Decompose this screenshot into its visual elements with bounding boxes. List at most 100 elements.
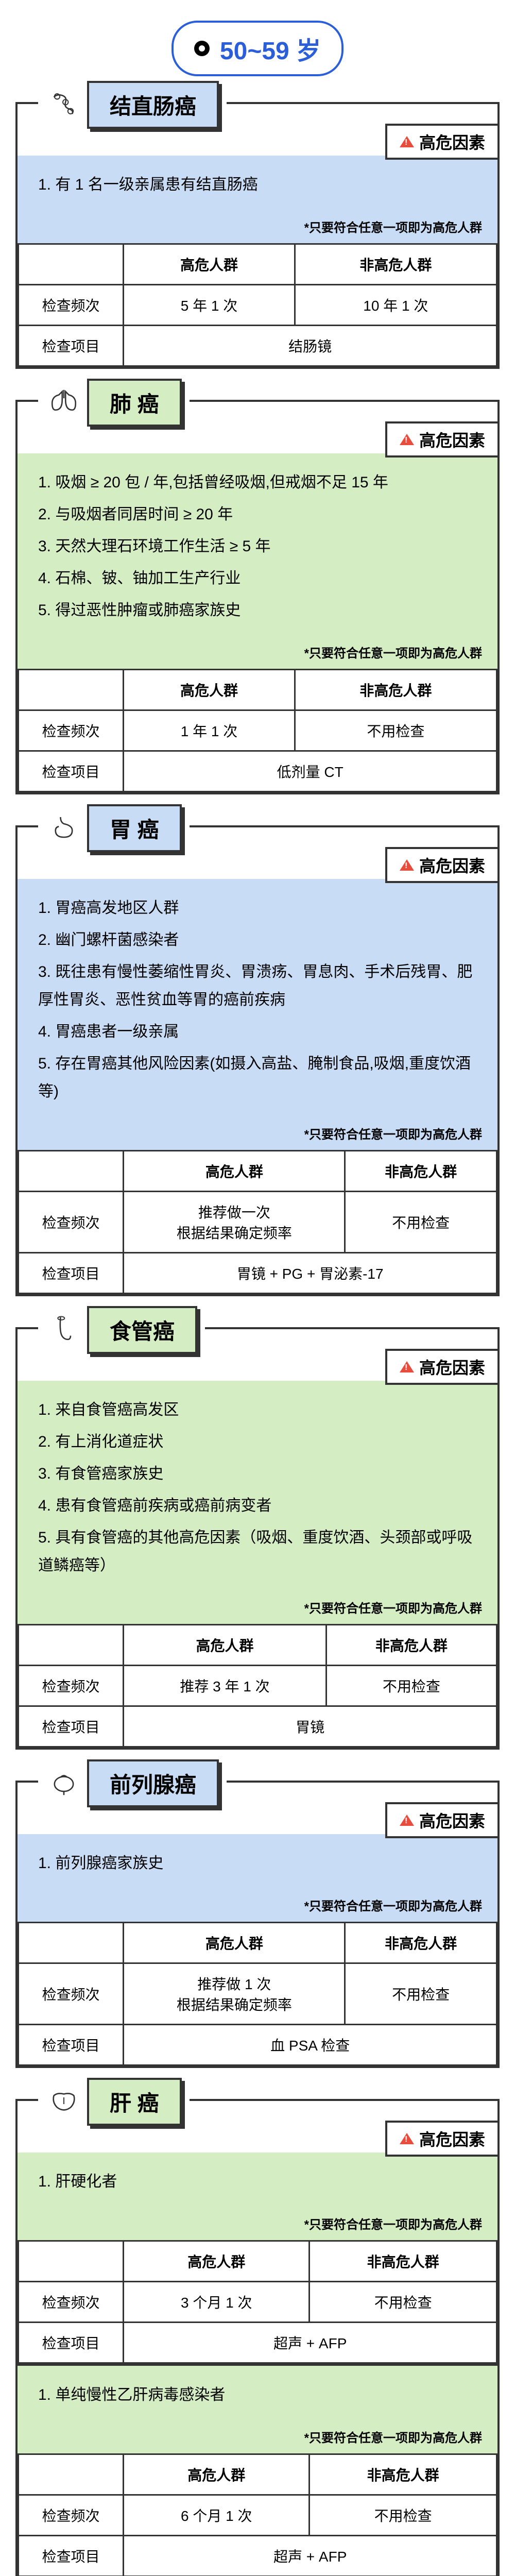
row-high: 5 年 1 次 [124, 285, 295, 326]
row-normal: 10 年 1 次 [295, 285, 496, 326]
row-high: 3 个月 1 次 [124, 2282, 310, 2323]
warning-icon [400, 1815, 414, 1826]
section-title: 肺 癌 [87, 379, 182, 427]
section-title: 食管癌 [87, 1306, 197, 1354]
risk-factor-tag: 高危因素 [385, 847, 500, 883]
col-high: 高危人群 [124, 2454, 310, 2495]
risk-item: 1. 有 1 名一级亲属患有结直肠癌 [38, 171, 477, 199]
warning-icon [400, 2133, 414, 2144]
warning-icon [400, 434, 414, 445]
warning-icon [400, 1361, 414, 1372]
row-span-value: 超声 + AFP [124, 2536, 497, 2576]
row-label: 检查频次 [19, 1192, 124, 1253]
screening-table: 高危人群非高危人群检查频次1 年 1 次不用检查检查项目低剂量 CT [18, 669, 497, 792]
row-label: 检查项目 [19, 1706, 124, 1747]
risk-factor-list: 1. 前列腺癌家族史 [18, 1834, 497, 1892]
cancer-section: 结直肠癌高危因素1. 有 1 名一级亲属患有结直肠癌*只要符合任意一项即为高危人… [15, 102, 500, 369]
risk-label: 高危因素 [419, 2127, 485, 2150]
risk-factor-tag: 高危因素 [385, 124, 500, 160]
cancer-section: 肺 癌高危因素1. 吸烟 ≥ 20 包 / 年,包括曾经吸烟,但戒烟不足 15 … [15, 400, 500, 794]
cancer-section: 食管癌高危因素1. 来自食管癌高发区2. 有上消化道症状3. 有食管癌家族史4.… [15, 1327, 500, 1750]
risk-factor-list: 1. 胃癌高发地区人群2. 幽门螺杆菌感染者3. 既往患有慢性萎缩性胃炎、胃溃疡… [18, 879, 497, 1120]
warning-icon [400, 136, 414, 147]
risk-item: 5. 存在胃癌其他风险因素(如摄入高盐、腌制食品,吸烟,重度饮酒等) [38, 1050, 477, 1106]
col-normal: 非高危人群 [345, 1151, 497, 1192]
risk-item: 1. 前列腺癌家族史 [38, 1850, 477, 1877]
risk-factor-tag: 高危因素 [385, 1349, 500, 1385]
section-title: 胃 癌 [87, 804, 182, 852]
section-header: 肺 癌 [38, 379, 190, 427]
row-normal: 不用检查 [345, 1963, 497, 2025]
col-normal: 非高危人群 [310, 2454, 497, 2495]
row-label: 检查项目 [19, 751, 124, 792]
cancer-section: 肝 癌高危因素1. 肝硬化者*只要符合任意一项即为高危人群高危人群非高危人群检查… [15, 2099, 500, 2576]
row-label: 检查项目 [19, 2323, 124, 2363]
risk-label: 高危因素 [419, 853, 485, 877]
risk-item: 2. 与吸烟者同居时间 ≥ 20 年 [38, 501, 477, 529]
col-high: 高危人群 [124, 1151, 345, 1192]
risk-item: 5. 具有食管癌的其他高危因素（吸烟、重度饮酒、头颈部或呼吸道鳞癌等） [38, 1524, 477, 1580]
risk-label: 高危因素 [419, 130, 485, 154]
age-dot-icon [194, 41, 210, 56]
section-title: 前列腺癌 [87, 1759, 219, 1807]
risk-item: 1. 来自食管癌高发区 [38, 1396, 477, 1424]
screening-table: 高危人群非高危人群检查频次推荐做 1 次 根据结果确定频率不用检查检查项目血 P… [18, 1922, 497, 2066]
col-high: 高危人群 [124, 1923, 345, 1963]
risk-item: 1. 肝硬化者 [38, 2168, 477, 2196]
screening-table: 高危人群非高危人群检查频次5 年 1 次10 年 1 次检查项目结肠镜 [18, 243, 497, 367]
footnote: *只要符合任意一项即为高危人群 [18, 639, 497, 669]
row-normal: 不用检查 [310, 2495, 497, 2536]
section-title: 肝 癌 [87, 2078, 182, 2126]
risk-factor-list: 1. 有 1 名一级亲属患有结直肠癌 [18, 156, 497, 213]
row-span-value: 低剂量 CT [124, 751, 497, 792]
cancer-section: 胃 癌高危因素1. 胃癌高发地区人群2. 幽门螺杆菌感染者3. 既往患有慢性萎缩… [15, 825, 500, 1296]
footnote: *只要符合任意一项即为高危人群 [18, 1594, 497, 1624]
section-header: 肝 癌 [38, 2078, 190, 2126]
row-label: 检查频次 [19, 1666, 124, 1706]
lung-icon [46, 385, 82, 421]
col-normal: 非高危人群 [295, 670, 496, 710]
risk-item: 1. 吸烟 ≥ 20 包 / 年,包括曾经吸烟,但戒烟不足 15 年 [38, 469, 477, 497]
footnote: *只要符合任意一项即为高危人群 [18, 2424, 497, 2453]
screening-table: 高危人群非高危人群检查频次6 个月 1 次不用检查检查项目超声 + AFP [18, 2453, 497, 2576]
risk-item: 5. 得过恶性肿瘤或肺癌家族史 [38, 597, 477, 624]
row-label: 检查频次 [19, 710, 124, 751]
section-header: 前列腺癌 [38, 1759, 227, 1807]
row-span-value: 胃镜 + PG + 胃泌素-17 [124, 1253, 497, 1294]
section-header: 结直肠癌 [38, 81, 227, 129]
row-normal: 不用检查 [295, 710, 496, 751]
risk-factor-list: 1. 单纯慢性乙肝病毒感染者 [18, 2366, 497, 2424]
row-label: 检查频次 [19, 2495, 124, 2536]
section-header: 胃 癌 [38, 804, 190, 852]
row-normal: 不用检查 [326, 1666, 496, 1706]
risk-label: 高危因素 [419, 1355, 485, 1379]
risk-item: 1. 胃癌高发地区人群 [38, 894, 477, 922]
risk-item: 4. 胃癌患者一级亲属 [38, 1018, 477, 1046]
screening-table: 高危人群非高危人群检查频次推荐做一次 根据结果确定频率不用检查检查项目胃镜 + … [18, 1150, 497, 1294]
row-span-value: 血 PSA 检查 [124, 2025, 497, 2065]
risk-label: 高危因素 [419, 1808, 485, 1832]
row-high: 1 年 1 次 [124, 710, 295, 751]
footnote: *只要符合任意一项即为高危人群 [18, 2210, 497, 2240]
row-label: 检查项目 [19, 326, 124, 366]
risk-item: 4. 石棉、铍、铀加工生产行业 [38, 565, 477, 592]
cancer-section: 前列腺癌高危因素1. 前列腺癌家族史*只要符合任意一项即为高危人群高危人群非高危… [15, 1781, 500, 2068]
prostate-icon [46, 1766, 82, 1802]
row-label: 检查项目 [19, 1253, 124, 1294]
screening-table: 高危人群非高危人群检查频次3 个月 1 次不用检查检查项目超声 + AFP [18, 2240, 497, 2364]
row-high: 推荐做 1 次 根据结果确定频率 [124, 1963, 345, 2025]
row-span-value: 胃镜 [124, 1706, 497, 1747]
row-label: 检查项目 [19, 2536, 124, 2576]
col-high: 高危人群 [124, 670, 295, 710]
col-normal: 非高危人群 [345, 1923, 497, 1963]
row-normal: 不用检查 [310, 2282, 497, 2323]
col-high: 高危人群 [124, 2241, 310, 2282]
row-normal: 不用检查 [345, 1192, 497, 1253]
row-label: 检查频次 [19, 285, 124, 326]
row-high: 推荐做一次 根据结果确定频率 [124, 1192, 345, 1253]
footnote: *只要符合任意一项即为高危人群 [18, 213, 497, 243]
risk-item: 2. 有上消化道症状 [38, 1428, 477, 1456]
liver-icon [46, 2084, 82, 2120]
row-label: 检查项目 [19, 2025, 124, 2065]
col-normal: 非高危人群 [326, 1625, 496, 1666]
